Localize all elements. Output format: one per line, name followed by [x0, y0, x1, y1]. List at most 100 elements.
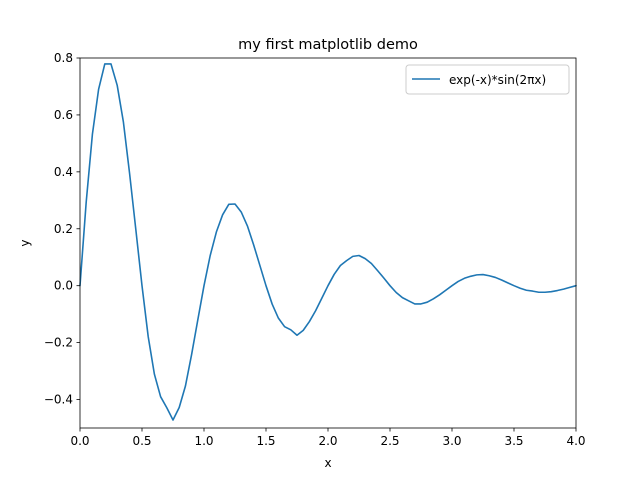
data-point	[191, 354, 192, 355]
y-tick-label: 0.0	[54, 279, 73, 293]
data-point	[327, 285, 328, 286]
data-point	[259, 265, 260, 266]
data-point	[290, 329, 291, 330]
x-tick-label: 4.0	[566, 434, 585, 448]
data-point	[172, 419, 173, 420]
data-point	[203, 285, 204, 286]
data-point	[141, 285, 142, 286]
x-tick-label: 2.0	[318, 434, 337, 448]
data-point	[185, 386, 186, 387]
x-axis: 0.0 0.5 1.0 1.5 2.0 2.5 3.0 3.5 4.0	[70, 428, 586, 448]
data-point	[117, 85, 118, 86]
y-tick-label: 0.2	[54, 222, 73, 236]
data-point	[234, 203, 235, 204]
data-point	[538, 292, 539, 293]
data-point	[135, 229, 136, 230]
data-point	[241, 211, 242, 212]
data-point	[160, 396, 161, 397]
data-point	[445, 290, 446, 291]
x-tick-label: 3.5	[504, 434, 523, 448]
data-point	[476, 274, 477, 275]
data-point	[92, 134, 93, 135]
data-point	[296, 335, 297, 336]
data-point	[501, 279, 502, 280]
data-point	[303, 330, 304, 331]
data-point	[495, 277, 496, 278]
x-tick-label: 3.0	[442, 434, 461, 448]
data-point	[389, 285, 390, 286]
data-point	[352, 256, 353, 257]
data-point	[420, 303, 421, 304]
data-point	[520, 288, 521, 289]
data-point	[377, 270, 378, 271]
x-tick-label: 0.0	[70, 434, 89, 448]
data-point	[253, 244, 254, 245]
x-axis-label: x	[324, 456, 331, 470]
data-point	[551, 291, 552, 292]
data-point	[458, 281, 459, 282]
data-point	[526, 290, 527, 291]
legend-entry-label: exp(-x)*sin(2πx)	[449, 73, 546, 87]
data-point	[451, 285, 452, 286]
data-point	[569, 287, 570, 288]
y-tick-label: 0.8	[54, 51, 73, 65]
data-point	[346, 260, 347, 261]
y-tick-label: −0.4	[44, 393, 73, 407]
x-tick-label: 1.5	[256, 434, 275, 448]
data-point	[309, 321, 310, 322]
data-point	[86, 201, 87, 202]
data-point	[365, 258, 366, 259]
data-point	[110, 63, 111, 64]
data-point	[154, 374, 155, 375]
y-tick-label: 0.6	[54, 108, 73, 122]
data-point	[383, 277, 384, 278]
x-tick-label: 2.5	[380, 434, 399, 448]
data-point	[470, 276, 471, 277]
data-point	[340, 265, 341, 266]
data-point	[166, 407, 167, 408]
data-point	[197, 319, 198, 320]
data-point	[439, 294, 440, 295]
data-point	[433, 298, 434, 299]
data-point	[278, 318, 279, 319]
series-line	[79, 63, 577, 421]
data-point	[489, 275, 490, 276]
data-point	[464, 278, 465, 279]
data-point	[247, 225, 248, 226]
data-point	[402, 297, 403, 298]
data-point	[396, 292, 397, 293]
data-point	[414, 303, 415, 304]
data-point	[228, 204, 229, 205]
data-point	[321, 298, 322, 299]
data-point	[371, 263, 372, 264]
y-tick-label: −0.2	[44, 336, 73, 350]
data-point	[265, 285, 266, 286]
data-point	[544, 292, 545, 293]
y-tick-label: 0.4	[54, 165, 73, 179]
x-tick-label: 0.5	[132, 434, 151, 448]
data-point	[358, 255, 359, 256]
chart-title: my first matplotlib demo	[238, 37, 418, 53]
x-tick-label: 1.0	[194, 434, 213, 448]
data-point	[148, 336, 149, 337]
plot-area	[80, 58, 576, 428]
data-point	[98, 89, 99, 90]
y-axis: −0.4 −0.2 0.0 0.2 0.4 0.6 0.8	[44, 51, 80, 407]
legend-box	[405, 64, 570, 95]
data-point	[408, 300, 409, 301]
data-point	[315, 310, 316, 311]
data-point	[557, 290, 558, 291]
data-point	[482, 274, 483, 275]
data-point	[104, 63, 105, 64]
data-point	[513, 285, 514, 286]
legend: exp(-x)*sin(2πx)	[405, 64, 570, 95]
data-point	[334, 274, 335, 275]
data-point	[284, 326, 285, 327]
data-point	[179, 407, 180, 408]
data-point	[222, 214, 223, 215]
data-point	[123, 121, 124, 122]
data-point	[272, 304, 273, 305]
data-point	[216, 231, 217, 232]
